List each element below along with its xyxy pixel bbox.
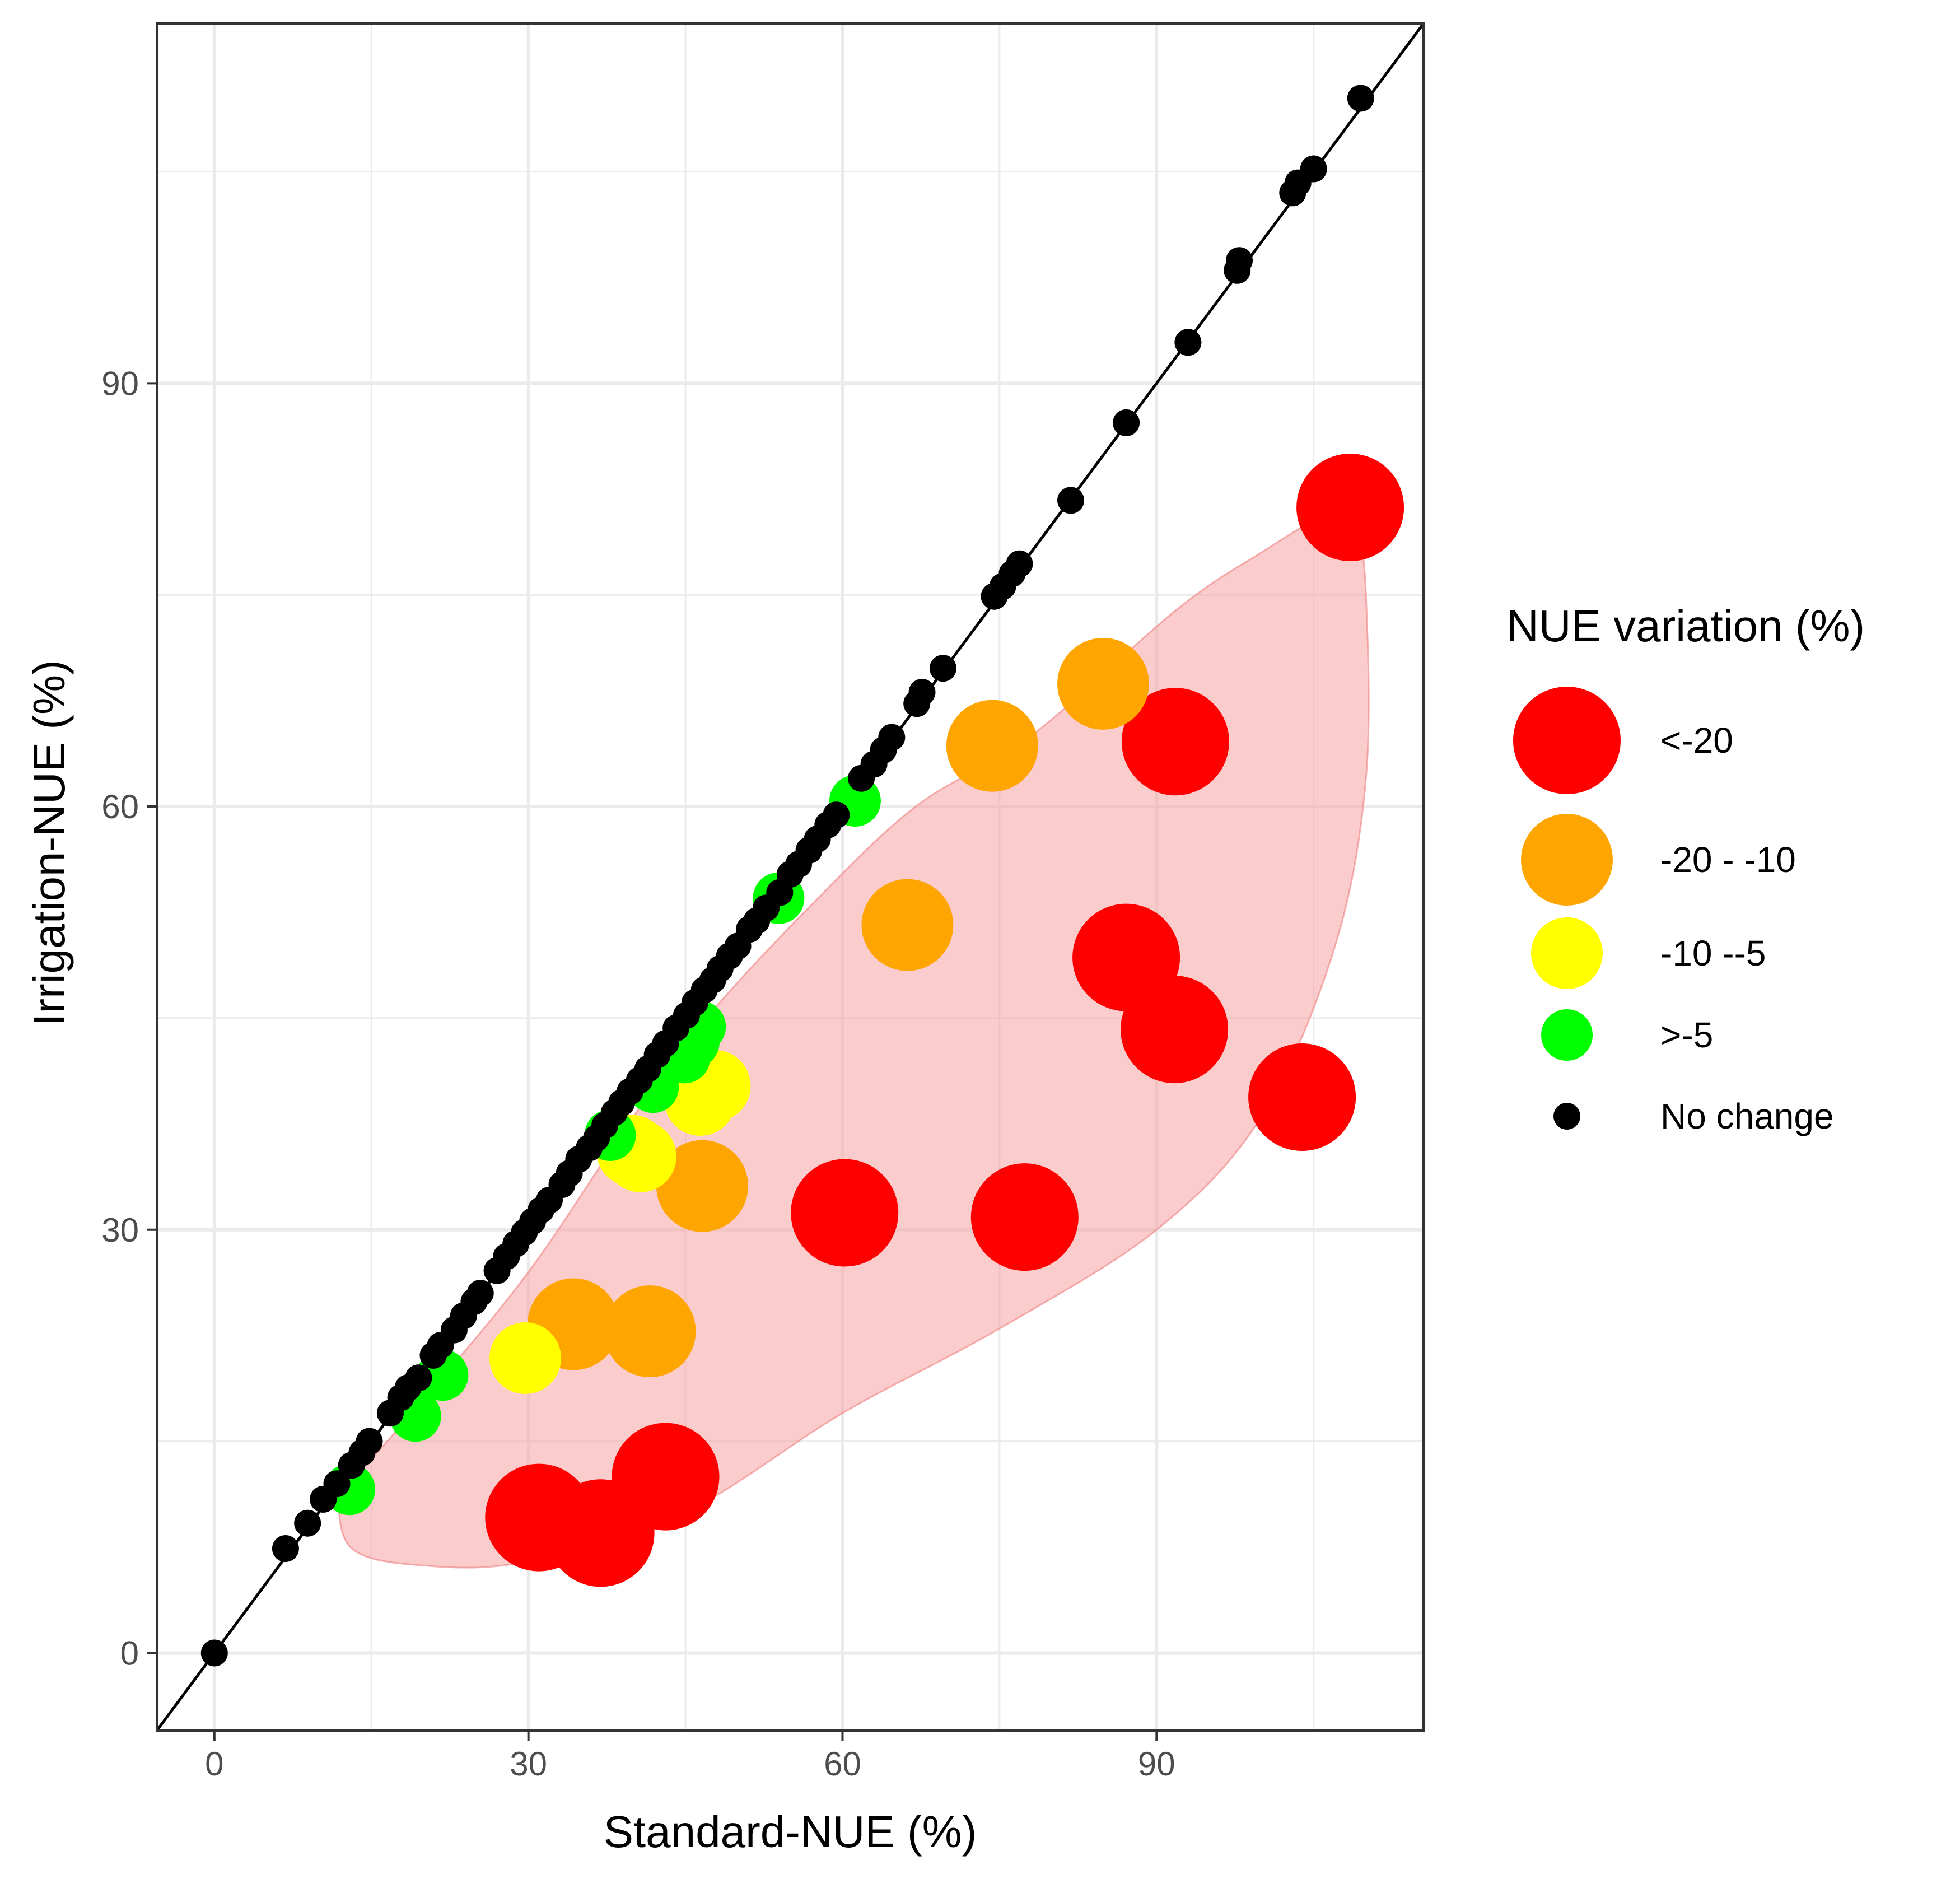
legend-label-minus20_minus10: -20 - -10	[1660, 840, 1796, 880]
data-point-no_change	[323, 1470, 351, 1498]
data-point-minus20_minus10	[861, 879, 954, 971]
x-tick-label: 60	[824, 1745, 861, 1783]
data-point-no_change	[294, 1509, 321, 1537]
data-point-no_change	[878, 724, 906, 751]
panel-border-rect	[156, 22, 1425, 1732]
data-point-minus20_minus10	[1057, 637, 1149, 730]
panel-border	[156, 22, 1425, 1732]
data-point-lt_minus20	[970, 1163, 1079, 1271]
legend-label-gt_minus5: >-5	[1660, 1015, 1713, 1055]
x-axis-title: Standard-NUE (%)	[604, 1807, 977, 1857]
data-point-no_change	[1300, 155, 1327, 183]
data-point-minus20_minus10	[604, 1285, 696, 1378]
data-point-no_change	[1113, 409, 1140, 436]
data-point-no_change	[823, 801, 850, 829]
legend-key-minus20_minus10	[1521, 814, 1613, 906]
y-tick-label: 60	[101, 788, 139, 826]
legend-key-minus10_minus5	[1531, 917, 1603, 989]
legend-key-gt_minus5	[1541, 1009, 1593, 1061]
data-point-no_change	[356, 1428, 383, 1455]
data-point-no_change	[908, 679, 936, 706]
x-tick-label: 30	[510, 1745, 547, 1783]
data-point-lt_minus20	[1121, 688, 1229, 796]
data-point-no_change	[1226, 247, 1253, 274]
data-point-no_change	[1006, 550, 1033, 577]
legend-title: NUE variation (%)	[1506, 601, 1865, 651]
data-point-no_change	[405, 1364, 432, 1392]
data-point-no_change	[272, 1535, 299, 1562]
points-layer	[200, 85, 1404, 1667]
y-axis-title: Irrigation-NUE (%)	[24, 660, 74, 1025]
legend-label-minus10_minus5: -10 --5	[1660, 933, 1766, 973]
data-point-lt_minus20	[1121, 976, 1229, 1084]
x-tick-label: 90	[1138, 1745, 1175, 1783]
data-point-lt_minus20	[791, 1159, 899, 1267]
legend-label-no_change: No change	[1660, 1096, 1834, 1136]
data-point-lt_minus20	[485, 1463, 593, 1572]
data-point-no_change	[1057, 487, 1084, 514]
data-point-minus20_minus10	[946, 700, 1038, 792]
legend-key-lt_minus20	[1513, 687, 1621, 794]
x-tick-label: 0	[205, 1745, 223, 1783]
legend-key-no_change	[1553, 1103, 1580, 1130]
data-point-lt_minus20	[1296, 454, 1404, 561]
data-point-no_change	[466, 1280, 494, 1307]
data-point-minus10_minus5	[489, 1322, 561, 1394]
data-point-no_change	[929, 655, 956, 682]
data-point-no_change	[1174, 329, 1202, 356]
data-point-lt_minus20	[1248, 1043, 1356, 1151]
data-point-no_change	[1347, 85, 1374, 112]
data-point-no_change	[200, 1639, 228, 1667]
legend-label-lt_minus20: <-20	[1660, 720, 1733, 761]
legend: NUE variation (%) <-20 -20 - -10 -10 --5 >-…	[1506, 601, 1865, 1136]
y-tick-label: 90	[101, 365, 139, 402]
axes-layer: 0 30 60 90 0 30 60 90	[101, 365, 1175, 1783]
data-point-minus20_minus10	[656, 1140, 748, 1232]
legend-items: <-20 -20 - -10 -10 --5 >-5 No change	[1513, 687, 1834, 1136]
y-tick-label: 0	[120, 1634, 139, 1672]
y-tick-label: 30	[101, 1211, 139, 1249]
